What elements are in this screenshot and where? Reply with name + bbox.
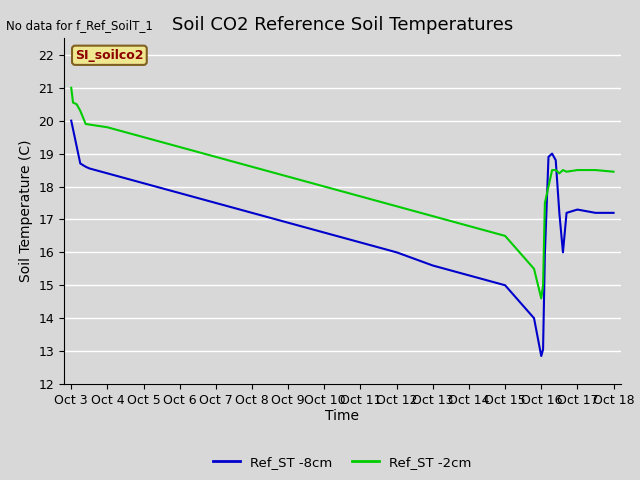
Ref_ST -2cm	[429, 213, 436, 219]
Ref_ST -8cm	[86, 166, 93, 171]
Ref_ST -8cm	[212, 200, 220, 206]
Ref_ST -8cm	[538, 353, 545, 359]
Ref_ST -8cm	[465, 273, 473, 278]
Text: No data for f_Ref_SoilT_1: No data for f_Ref_SoilT_1	[6, 19, 153, 32]
Ref_ST -2cm	[82, 121, 90, 127]
Ref_ST -2cm	[248, 164, 256, 169]
Ref_ST -2cm	[76, 108, 84, 114]
Text: SI_soilco2: SI_soilco2	[75, 49, 143, 62]
Ref_ST -2cm	[530, 266, 538, 272]
Ref_ST -2cm	[591, 167, 599, 173]
Ref_ST -2cm	[176, 144, 184, 150]
Ref_ST -8cm	[104, 170, 111, 176]
Ref_ST -2cm	[548, 167, 556, 173]
Ref_ST -2cm	[541, 200, 548, 206]
Ref_ST -8cm	[248, 210, 256, 216]
Line: Ref_ST -8cm: Ref_ST -8cm	[71, 120, 614, 356]
X-axis label: Time: Time	[325, 409, 360, 423]
Ref_ST -2cm	[545, 184, 552, 190]
Ref_ST -2cm	[104, 124, 111, 130]
Ref_ST -2cm	[212, 154, 220, 160]
Ref_ST -8cm	[559, 250, 567, 255]
Ref_ST -2cm	[69, 100, 77, 106]
Ref_ST -8cm	[573, 207, 581, 213]
Ref_ST -2cm	[538, 296, 545, 301]
Title: Soil CO2 Reference Soil Temperatures: Soil CO2 Reference Soil Temperatures	[172, 16, 513, 34]
Ref_ST -8cm	[67, 118, 75, 123]
Ref_ST -2cm	[356, 193, 364, 199]
Ref_ST -8cm	[501, 282, 509, 288]
Legend: Ref_ST -8cm, Ref_ST -2cm: Ref_ST -8cm, Ref_ST -2cm	[208, 451, 477, 474]
Ref_ST -8cm	[429, 263, 436, 268]
Y-axis label: Soil Temperature (C): Soil Temperature (C)	[19, 140, 33, 282]
Ref_ST -2cm	[610, 169, 618, 175]
Ref_ST -2cm	[556, 170, 563, 176]
Ref_ST -2cm	[393, 204, 401, 209]
Ref_ST -8cm	[140, 180, 147, 186]
Ref_ST -8cm	[82, 164, 90, 169]
Ref_ST -8cm	[76, 161, 84, 167]
Ref_ST -8cm	[540, 347, 547, 352]
Ref_ST -8cm	[548, 151, 556, 156]
Ref_ST -8cm	[563, 210, 570, 216]
Ref_ST -8cm	[176, 190, 184, 196]
Ref_ST -2cm	[140, 134, 147, 140]
Ref_ST -8cm	[552, 157, 559, 163]
Ref_ST -8cm	[591, 210, 599, 216]
Ref_ST -8cm	[284, 220, 292, 226]
Ref_ST -8cm	[530, 315, 538, 321]
Ref_ST -2cm	[573, 167, 581, 173]
Ref_ST -8cm	[541, 251, 548, 257]
Ref_ST -8cm	[556, 210, 563, 216]
Ref_ST -8cm	[545, 154, 552, 160]
Ref_ST -2cm	[552, 167, 559, 173]
Ref_ST -8cm	[356, 240, 364, 245]
Ref_ST -8cm	[321, 230, 328, 236]
Ref_ST -2cm	[563, 169, 570, 175]
Line: Ref_ST -2cm: Ref_ST -2cm	[71, 88, 614, 299]
Ref_ST -2cm	[67, 85, 75, 91]
Ref_ST -8cm	[393, 250, 401, 255]
Ref_ST -2cm	[465, 223, 473, 229]
Ref_ST -8cm	[610, 210, 618, 216]
Ref_ST -2cm	[284, 174, 292, 180]
Ref_ST -2cm	[501, 233, 509, 239]
Ref_ST -2cm	[540, 282, 547, 288]
Ref_ST -2cm	[559, 167, 567, 173]
Ref_ST -2cm	[321, 184, 328, 190]
Ref_ST -2cm	[73, 101, 81, 107]
